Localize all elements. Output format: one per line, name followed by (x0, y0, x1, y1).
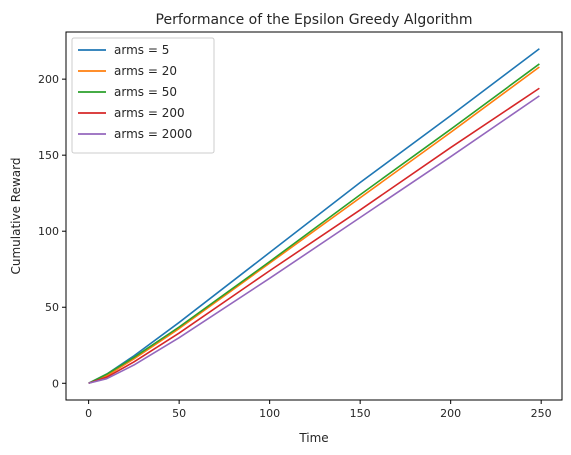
x-tick-label-2: 100 (259, 407, 280, 420)
y-tick-label-4: 200 (38, 73, 59, 86)
plot-lines (88, 48, 540, 385)
legend-entry-4: arms = 2000 (114, 127, 192, 141)
legend-entry-3: arms = 200 (114, 106, 185, 120)
plot-frame (65, 31, 563, 401)
legend: arms = 5 arms = 20 arms = 50 arms = 200 arms… (71, 37, 215, 154)
y-axis-ticks: 0 50 100 150 200 (38, 73, 66, 390)
chart-title: Performance of the Epsilon Greedy Algori… (156, 12, 473, 28)
legend-box (71, 37, 215, 154)
x-axis-label: Time (298, 431, 328, 445)
legend-entry-1: arms = 20 (114, 64, 177, 78)
x-tick-label-1: 50 (172, 407, 186, 420)
y-tick-label-1: 50 (45, 301, 59, 314)
x-tick-label-0: 0 (85, 407, 92, 420)
x-tick-label-5: 250 (531, 407, 552, 420)
series-line-3 (88, 87, 540, 385)
series-line-2 (88, 63, 540, 384)
x-tick-label-3: 150 (350, 407, 371, 420)
y-tick-label-0: 0 (52, 377, 59, 390)
x-tick-label-4: 200 (440, 407, 461, 420)
legend-entry-2: arms = 50 (114, 85, 177, 99)
x-axis-ticks: 0 50 100 150 200 250 (85, 400, 552, 420)
y-tick-label-3: 150 (38, 149, 59, 162)
series-line-1 (88, 66, 540, 385)
y-tick-label-2: 100 (38, 225, 59, 238)
series-line-4 (88, 95, 540, 385)
legend-entry-0: arms = 5 (114, 43, 169, 57)
y-axis-label: Cumulative Reward (9, 158, 23, 275)
